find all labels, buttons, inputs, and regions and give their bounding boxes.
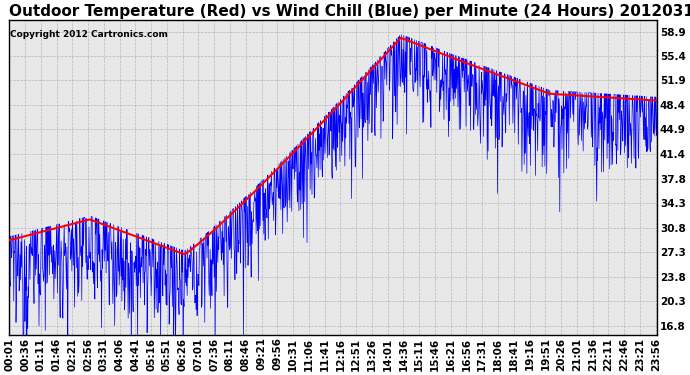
Text: Copyright 2012 Cartronics.com: Copyright 2012 Cartronics.com bbox=[10, 30, 168, 39]
Text: Outdoor Temperature (Red) vs Wind Chill (Blue) per Minute (24 Hours) 20120310: Outdoor Temperature (Red) vs Wind Chill … bbox=[9, 4, 690, 19]
